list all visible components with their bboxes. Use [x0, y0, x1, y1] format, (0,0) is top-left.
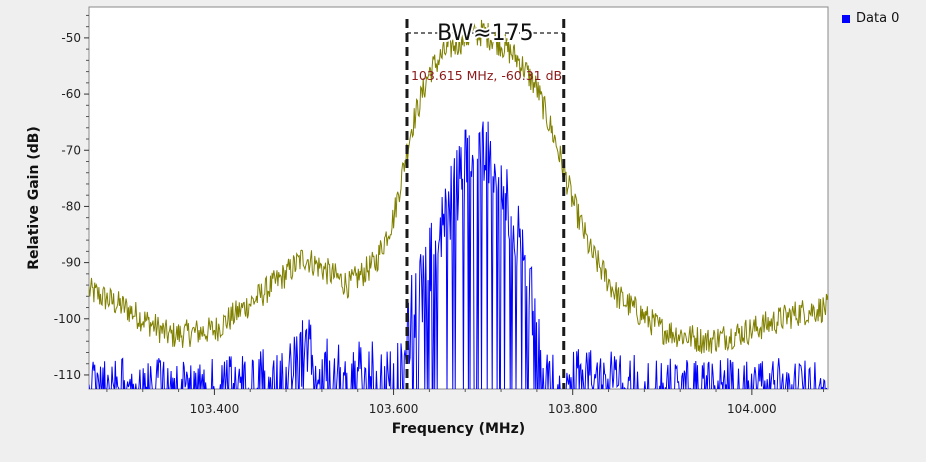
legend[interactable]: Data 0	[842, 11, 899, 26]
x-tick-label: 103.400	[190, 402, 240, 416]
y-tick-label: -110	[54, 368, 81, 382]
x-tick-label: 103.800	[548, 402, 598, 416]
series-line-max-hold	[89, 19, 828, 354]
y-axis: -50 -60 -70 -80 -90 -100 -110	[54, 14, 89, 382]
x-axis-label: Frequency (MHz)	[392, 421, 525, 437]
series-line-data-0	[89, 121, 828, 389]
y-tick-label: -70	[61, 143, 81, 157]
legend-swatch	[842, 14, 850, 23]
x-tick-label: 104.000	[727, 402, 777, 416]
bw-label: BW≈175	[437, 21, 534, 46]
legend-label: Data 0	[856, 11, 900, 26]
y-tick-label: -80	[61, 199, 81, 213]
series-layer	[89, 19, 828, 389]
x-axis: 103.400 103.600 103.800 104.000	[106, 389, 825, 416]
y-tick-label: -100	[54, 312, 81, 326]
y-tick-label: -60	[61, 87, 81, 101]
y-tick-label: -50	[61, 31, 81, 45]
annotation-layer: BW≈175 103.615 MHz, -60.31 dB	[405, 19, 566, 389]
x-tick-label: 103.600	[369, 402, 419, 416]
y-tick-label: -90	[61, 256, 81, 270]
marker-label: 103.615 MHz, -60.31 dB	[411, 68, 562, 83]
y-axis-label: Relative Gain (dB)	[26, 126, 42, 270]
